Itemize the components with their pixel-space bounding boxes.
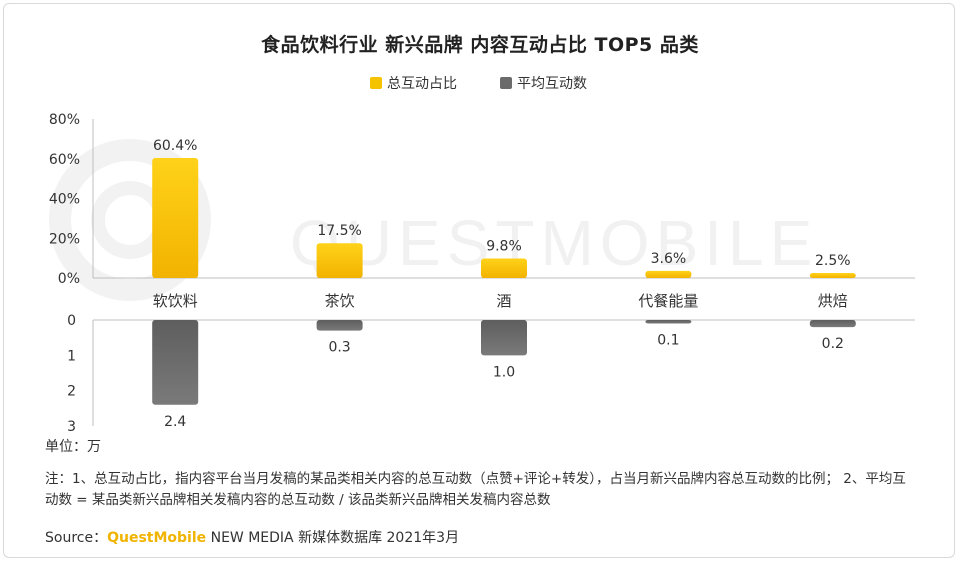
- top-y-tick-label: 60%: [49, 152, 80, 168]
- source-brand: QuestMobile: [107, 530, 207, 546]
- category-label: 代餐能量: [638, 292, 698, 310]
- bottom-bar: [316, 320, 363, 331]
- legend-item-avg: 平均互动数: [500, 73, 587, 93]
- top-bar-value-label: 2.5%: [815, 253, 851, 269]
- bottom-bar: [481, 320, 527, 356]
- top-bar-value-label: 3.6%: [651, 251, 687, 267]
- category-label: 茶饮: [325, 292, 355, 310]
- source-line: Source：QuestMobile NEW MEDIA 新媒体数据库 2021…: [45, 527, 459, 547]
- footnote: 注：1、总互动占比，指内容平台当月发稿的某品类相关内容的总互动数（点赞+评论+转…: [45, 471, 906, 508]
- chart-frame: [3, 3, 955, 558]
- bottom-bar-value-label: 1.0: [493, 364, 515, 380]
- top-y-tick-label: 20%: [49, 231, 80, 247]
- bottom-bar: [152, 320, 199, 405]
- chart-title: 食品饮料行业 新兴品牌 内容互动占比 TOP5 品类: [261, 34, 699, 56]
- top-bar: [481, 258, 527, 278]
- category-label: 烘焙: [818, 292, 848, 310]
- top-bar: [645, 270, 692, 278]
- bottom-bar: [645, 320, 692, 324]
- legend-item-share: 总互动占比: [370, 73, 457, 93]
- top-chart: 80% 60% 40% 20% 0% 60.4% 软饮料 17.5% 茶饮 9.8% 酒 3.6% 代餐…: [49, 112, 915, 310]
- top-y-tick-label: 0%: [58, 271, 80, 287]
- legend-label-share: 总互动占比: [387, 76, 457, 92]
- category-label: 酒: [496, 292, 511, 310]
- legend-swatch-share: [370, 77, 382, 89]
- bottom-bar-value-label: 0.1: [657, 333, 679, 349]
- legend-swatch-avg: [500, 77, 512, 89]
- top-y-tick-label: 80%: [49, 112, 80, 128]
- bottom-y-tick-label: 1: [67, 348, 76, 364]
- legend: 总互动占比 平均互动数: [0, 73, 960, 93]
- category-label: 软饮料: [153, 292, 198, 310]
- top-y-tick-label: 40%: [49, 192, 80, 208]
- top-bar-value-label: 60.4%: [153, 138, 197, 154]
- bottom-chart: 0 1 2 3 2.4 0.3 1.0 0.1 0.2: [67, 313, 915, 435]
- bottom-bar-value-label: 0.2: [822, 336, 844, 352]
- source-suffix: NEW MEDIA 新媒体数据库 2021年3月: [206, 530, 460, 546]
- top-bar: [316, 243, 363, 278]
- bottom-y-tick-label: 3: [67, 419, 76, 435]
- top-bar-value-label: 17.5%: [317, 223, 361, 239]
- top-bar: [809, 273, 856, 278]
- top-bar: [152, 157, 199, 278]
- top-bar-value-label: 9.8%: [486, 239, 522, 255]
- unit-label: 单位：万: [45, 439, 101, 455]
- bottom-bar: [809, 320, 856, 328]
- source-prefix: Source：: [45, 530, 108, 546]
- bottom-bar-value-label: 2.4: [164, 414, 186, 430]
- bottom-bar-value-label: 0.3: [328, 340, 350, 356]
- bottom-y-tick-label: 2: [67, 384, 76, 400]
- legend-label-avg: 平均互动数: [517, 76, 587, 92]
- bottom-y-tick-label: 0: [67, 313, 76, 329]
